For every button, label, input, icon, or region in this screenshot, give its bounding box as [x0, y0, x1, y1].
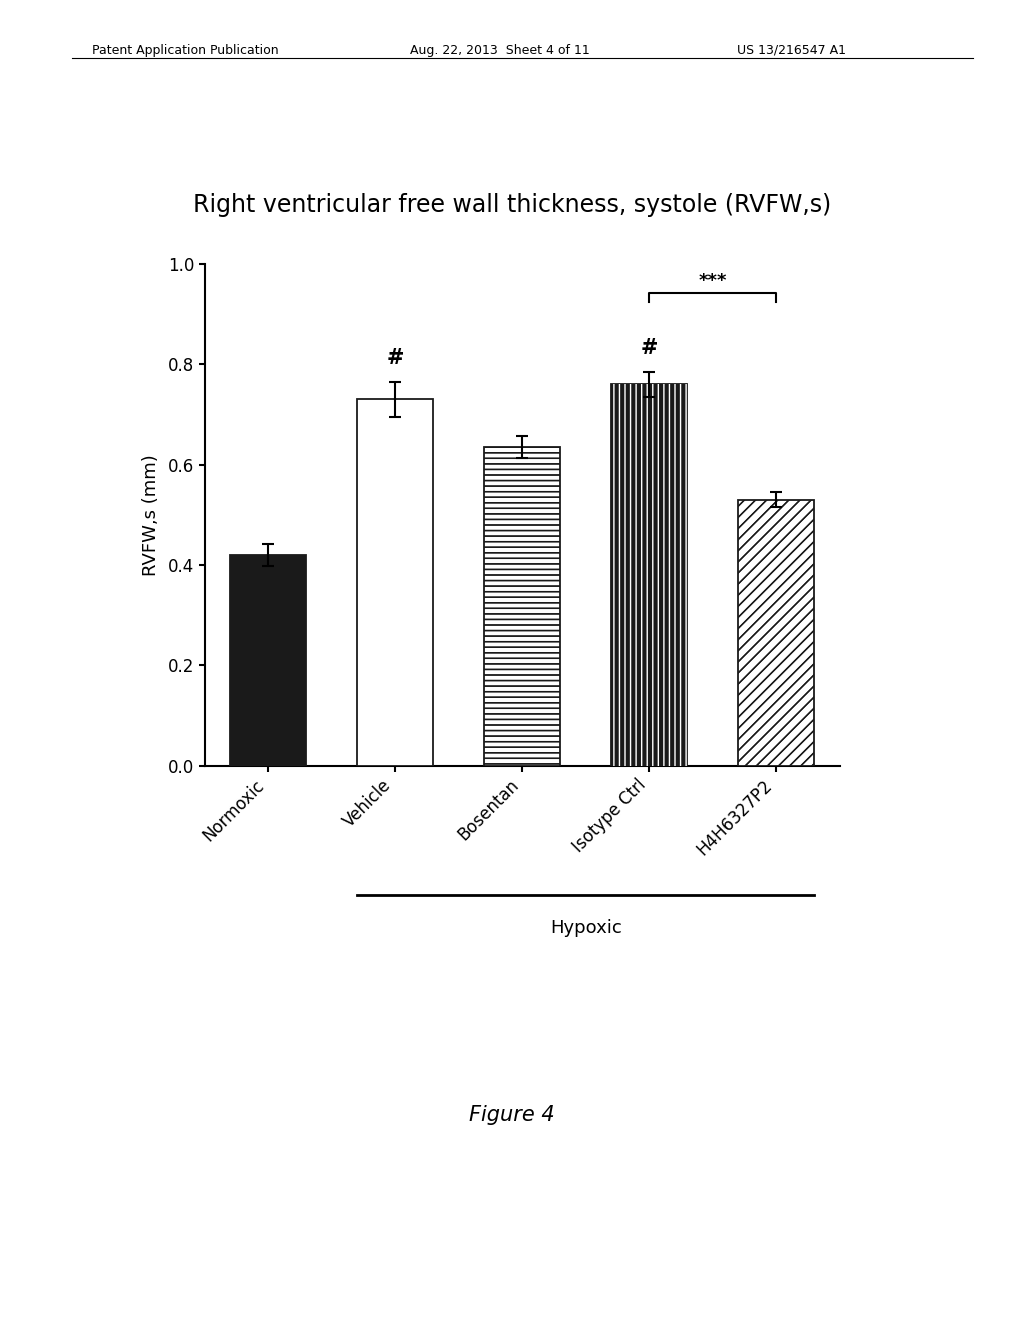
Text: Right ventricular free wall thickness, systole (RVFW,s): Right ventricular free wall thickness, s…	[193, 193, 831, 216]
Text: Hypoxic: Hypoxic	[550, 919, 622, 937]
Text: #: #	[641, 338, 657, 358]
Text: US 13/216547 A1: US 13/216547 A1	[737, 44, 846, 57]
Bar	[738, 500, 814, 766]
Text: #: #	[387, 348, 403, 368]
Text: Aug. 22, 2013  Sheet 4 of 11: Aug. 22, 2013 Sheet 4 of 11	[410, 44, 590, 57]
Text: Figure 4: Figure 4	[469, 1105, 555, 1126]
Bar	[484, 447, 560, 766]
Y-axis label: RVFW,s (mm): RVFW,s (mm)	[141, 454, 160, 576]
Bar	[611, 384, 687, 766]
Bar	[357, 400, 433, 766]
Bar	[611, 384, 687, 766]
Bar	[230, 554, 306, 766]
Text: ***: ***	[698, 272, 727, 290]
Bar	[738, 500, 814, 766]
Text: Patent Application Publication: Patent Application Publication	[92, 44, 279, 57]
Bar	[484, 447, 560, 766]
